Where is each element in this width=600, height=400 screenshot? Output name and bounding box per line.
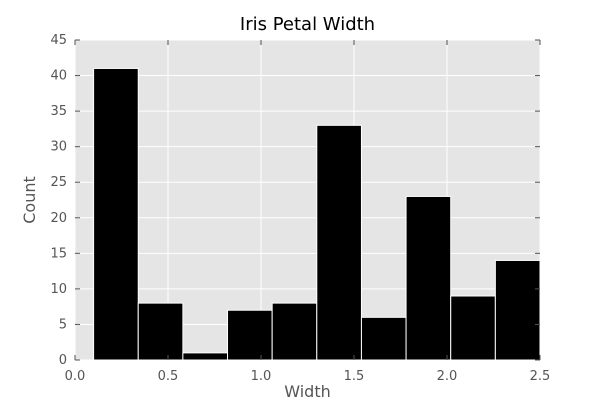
histogram-bar xyxy=(450,295,496,361)
y-axis-label: Count xyxy=(20,176,39,224)
y-tick-label: 20 xyxy=(50,211,67,226)
y-tick-label: 45 xyxy=(50,33,67,48)
histogram-bar xyxy=(182,352,229,361)
y-tick-labels: 0 5 10 15 20 25 30 35 40 45 xyxy=(50,33,67,368)
histogram-bar xyxy=(271,302,318,361)
y-tick-label: 0 xyxy=(59,353,67,368)
x-tick-label: 1.5 xyxy=(344,369,365,384)
histogram-bar xyxy=(360,316,407,361)
histogram-bar xyxy=(405,195,452,361)
histogram-bar xyxy=(93,67,139,361)
y-tick-label: 5 xyxy=(59,317,67,332)
x-tick-label: 1.0 xyxy=(251,369,272,384)
x-tick-labels: 0.0 0.5 1.0 1.5 2.0 2.5 xyxy=(65,369,551,384)
x-tick-label: 2.0 xyxy=(437,369,458,384)
x-tick-label: 0.5 xyxy=(158,369,179,384)
tick-marks xyxy=(74,39,541,361)
bars xyxy=(93,67,541,361)
y-tick-label: 10 xyxy=(50,282,67,297)
y-tick-label: 35 xyxy=(50,104,67,119)
histogram-bar xyxy=(316,124,362,361)
histogram-bar xyxy=(494,259,541,361)
x-axis-label: Width xyxy=(284,382,330,400)
y-tick-label: 40 xyxy=(50,69,67,84)
histogram-bar xyxy=(227,309,273,361)
chart-title: Iris Petal Width xyxy=(240,14,375,35)
histogram-bar xyxy=(137,302,184,361)
y-tick-label: 25 xyxy=(50,175,67,190)
y-tick-label: 30 xyxy=(50,140,67,155)
x-tick-label: 0.0 xyxy=(65,369,86,384)
x-tick-label: 2.5 xyxy=(530,369,551,384)
y-tick-label: 15 xyxy=(50,246,67,261)
